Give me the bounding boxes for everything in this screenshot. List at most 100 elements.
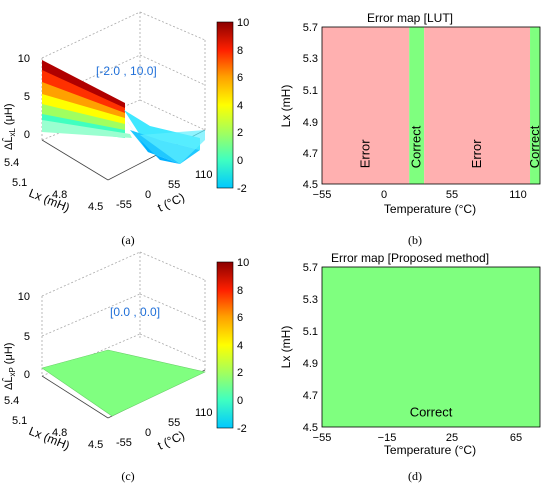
panel-b-y-ticks: 5.7 5.3 5.1 4.9 4.7 4.5 [303, 22, 318, 191]
panel-d-x-ticks: −55 −15 25 65 [313, 432, 522, 444]
panel-b-region-labels: Error Correct Error Correct [358, 125, 542, 168]
panel-d-ytick-51: 5.1 [303, 326, 318, 338]
panel-c-cbtick-m2: -2 [237, 423, 247, 435]
panel-c-ylabel-main: ΔL̂xP(μH) [1, 343, 17, 390]
panel-a-caption: (a) [121, 233, 134, 247]
panel-b-ytick-51: 5.1 [303, 85, 318, 97]
panel-c-ttick-55: 55 [168, 417, 180, 429]
panel-d-title: Error map [Proposed method] [331, 251, 489, 265]
panel-c-cbtick-8: 8 [237, 285, 243, 297]
panel-a-cbtick-4: 4 [237, 100, 243, 112]
panel-c-lxtick-54: 5.4 [4, 395, 19, 407]
panel-a-colorbar-ticks: 10 8 6 4 2 0 -2 [237, 17, 249, 195]
panel-b-ylabel: Lx (mH) [279, 85, 293, 128]
panel-c-ylabel: ΔL̂xP(μH) [1, 343, 17, 390]
panel-a-ttick-0: 0 [145, 189, 151, 201]
panel-c-colorbar-ticks: 10 8 6 4 2 0 -2 [237, 257, 249, 435]
panel-b-xtick-m55: −55 [313, 189, 332, 201]
panel-c-caption: (c) [121, 469, 134, 483]
panel-d-ytick-47: 4.7 [303, 390, 318, 402]
panel-c-t-label: t (°C) [155, 428, 186, 453]
region-label: Error [469, 139, 484, 169]
panel-c-ttick-m55: -55 [116, 437, 132, 449]
panel-b-xtick-0: 0 [381, 189, 387, 201]
panel-b-ytick-49: 4.9 [303, 117, 318, 129]
region-label: Correct [527, 125, 542, 168]
panel-b-x-ticks: −55 0 55 110 [313, 189, 527, 201]
panel-c: [0.0 , 0.0] 10 5 0 ΔL̂xP(μH) 5.4 5.1 4.8… [1, 251, 249, 483]
panel-a-ytick-10: 10 [18, 53, 30, 65]
panel-a-t-label: t (°C) [155, 190, 186, 215]
panel-b-xtick-110: 110 [509, 189, 527, 201]
panel-c-lxtick-51: 5.1 [12, 415, 27, 427]
panel-c-ttick-0: 0 [145, 427, 151, 439]
panel-c-t-ticks: -55 0 55 110 [116, 407, 213, 449]
panel-d-regions [322, 267, 540, 427]
panel-a-surface [42, 60, 205, 164]
panel-c-lxtick-45: 4.5 [88, 439, 103, 451]
panel-a-lxtick-48: 4.8 [52, 189, 67, 201]
panel-c-cbtick-10: 10 [237, 257, 249, 269]
panel-a-cbtick-10: 10 [237, 17, 249, 29]
panel-c-cbtick-2: 2 [237, 367, 243, 379]
panel-c-ytick-10: 10 [18, 291, 30, 303]
panel-c-lx-ticks: 5.4 5.1 4.8 4.5 [4, 395, 103, 451]
panel-c-cbtick-0: 0 [237, 395, 243, 407]
region-correct [409, 27, 425, 184]
panel-d-axes-frame [321, 266, 541, 428]
panel-a-colorbar [216, 21, 234, 189]
panel-d-ytick-53: 5.3 [303, 294, 318, 306]
panel-a-ttick-55: 55 [168, 179, 180, 191]
panel-a-ylabel-main: ΔL̂xL(μH) [1, 103, 17, 150]
panel-b-xlabel: Temperature (°C) [384, 202, 476, 216]
panel-b-ytick-53: 5.3 [303, 53, 318, 65]
panel-c-cbtick-6: 6 [237, 312, 243, 324]
panel-a-cbtick-m2: -2 [237, 183, 247, 195]
panel-a: [-2.0 , 10.0] 10 5 0 ΔL̂xL(μH) 5.4 5.1 4… [1, 11, 249, 247]
panel-c-ytick-5: 5 [24, 331, 30, 343]
panel-a-cbtick-2: 2 [237, 127, 243, 139]
panel-d-ylabel: Lx (mH) [279, 326, 293, 369]
region-error [424, 27, 531, 184]
panel-b-axes-frame [321, 26, 541, 185]
panel-b-ytick-45: 4.5 [303, 179, 318, 191]
panel-c-lxtick-48: 4.8 [52, 427, 67, 439]
panel-a-lx-ticks: 5.4 5.1 4.8 4.5 [4, 157, 103, 213]
panel-d-y-ticks: 5.7 5.3 5.1 4.9 4.7 4.5 [303, 262, 318, 434]
panel-a-lxtick-45: 4.5 [88, 201, 103, 213]
panel-c-annotation: [0.0 , 0.0] [110, 305, 160, 319]
region-label: Correct [409, 125, 424, 168]
panel-b-ytick-57: 5.7 [303, 22, 318, 34]
panel-a-annotation: [-2.0 , 10.0] [96, 64, 157, 78]
panel-a-cbtick-6: 6 [237, 72, 243, 84]
panel-d-ytick-49: 4.9 [303, 358, 318, 370]
region-error [322, 27, 410, 184]
panel-a-t-ticks: -55 0 55 110 [116, 169, 213, 211]
panel-d: Error map [Proposed method] Correct 5.7 … [279, 251, 541, 483]
panel-b-regions [322, 27, 540, 184]
panel-a-cbtick-8: 8 [237, 45, 243, 57]
panel-c-ytick-0: 0 [24, 369, 30, 381]
panel-a-y-ticks: 10 5 0 [18, 53, 30, 141]
region-correct [530, 27, 540, 184]
panel-d-region-labels: Correct [410, 404, 453, 419]
panel-a-cbtick-0: 0 [237, 155, 243, 167]
panel-d-xtick-m15: −15 [378, 432, 397, 444]
panel-c-surface [41, 349, 206, 417]
panel-a-ylabel: ΔL̂xL(μH) [1, 103, 17, 150]
panel-a-ttick-110: 110 [195, 169, 213, 181]
region-correct [322, 267, 540, 427]
panel-b-xtick-55: 55 [446, 189, 458, 201]
panel-a-ytick-5: 5 [24, 91, 30, 103]
panel-d-ytick-57: 5.7 [303, 262, 318, 274]
panel-b: Error map [LUT] Error Correct Error Correct… [279, 11, 542, 247]
panel-b-title: Error map [LUT] [367, 11, 453, 25]
panel-a-lxtick-54: 5.4 [4, 157, 19, 169]
panel-a-ttick-m55: -55 [116, 199, 132, 211]
panel-d-xlabel: Temperature (°C) [384, 443, 476, 457]
panel-b-caption: (b) [408, 233, 422, 247]
panel-a-lxtick-51: 5.1 [12, 177, 27, 189]
panel-d-xtick-m55: −55 [313, 432, 332, 444]
panel-d-caption: (d) [408, 469, 422, 483]
